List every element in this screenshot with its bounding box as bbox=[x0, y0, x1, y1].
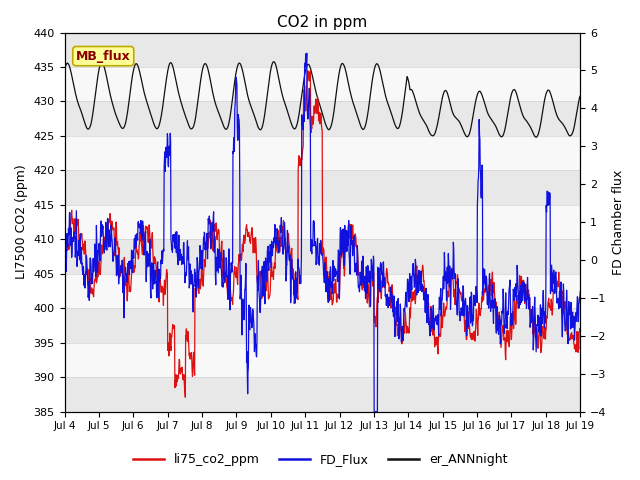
FD_Flux bbox=[233, 82, 241, 87]
FD_Flux bbox=[371, 409, 378, 415]
li75_co2_ppm bbox=[175, 357, 183, 362]
FD_Flux bbox=[175, 253, 183, 259]
FD_Flux bbox=[303, 50, 310, 56]
li75_co2_ppm bbox=[234, 277, 241, 283]
er_ANNnight bbox=[175, 93, 183, 98]
Line: li75_co2_ppm: li75_co2_ppm bbox=[65, 71, 580, 397]
er_ANNnight bbox=[470, 108, 477, 114]
Line: FD_Flux: FD_Flux bbox=[65, 53, 580, 412]
Bar bbox=[65, 33, 580, 67]
Bar bbox=[65, 67, 580, 101]
li75_co2_ppm bbox=[61, 295, 68, 301]
er_ANNnight bbox=[403, 79, 410, 84]
Y-axis label: FD Chamber flux: FD Chamber flux bbox=[612, 169, 625, 275]
er_ANNnight bbox=[233, 66, 241, 72]
FD_Flux bbox=[470, 292, 478, 298]
li75_co2_ppm bbox=[577, 328, 584, 334]
Text: MB_flux: MB_flux bbox=[76, 49, 131, 62]
FD_Flux bbox=[61, 207, 68, 213]
er_ANNnight bbox=[532, 134, 540, 140]
li75_co2_ppm bbox=[470, 328, 478, 334]
FD_Flux bbox=[163, 155, 170, 160]
FD_Flux bbox=[516, 288, 524, 294]
FD_Flux bbox=[403, 304, 411, 310]
Y-axis label: LI7500 CO2 (ppm): LI7500 CO2 (ppm) bbox=[15, 165, 28, 279]
Bar bbox=[65, 101, 580, 136]
li75_co2_ppm bbox=[304, 68, 312, 73]
Bar bbox=[65, 136, 580, 170]
Legend: li75_co2_ppm, FD_Flux, er_ANNnight: li75_co2_ppm, FD_Flux, er_ANNnight bbox=[128, 448, 512, 471]
er_ANNnight bbox=[270, 59, 278, 65]
li75_co2_ppm bbox=[403, 323, 411, 329]
li75_co2_ppm bbox=[516, 273, 524, 278]
Bar bbox=[65, 377, 580, 412]
Bar bbox=[65, 308, 580, 343]
Bar bbox=[65, 205, 580, 240]
FD_Flux bbox=[577, 288, 584, 294]
Line: er_ANNnight: er_ANNnight bbox=[65, 62, 580, 137]
er_ANNnight bbox=[577, 93, 584, 99]
Bar bbox=[65, 274, 580, 308]
Bar bbox=[65, 343, 580, 377]
li75_co2_ppm bbox=[163, 266, 170, 272]
er_ANNnight bbox=[61, 64, 68, 70]
Bar bbox=[65, 170, 580, 205]
er_ANNnight bbox=[515, 101, 523, 107]
Title: CO2 in ppm: CO2 in ppm bbox=[277, 15, 367, 30]
li75_co2_ppm bbox=[182, 395, 189, 400]
er_ANNnight bbox=[163, 74, 170, 80]
Bar bbox=[65, 240, 580, 274]
